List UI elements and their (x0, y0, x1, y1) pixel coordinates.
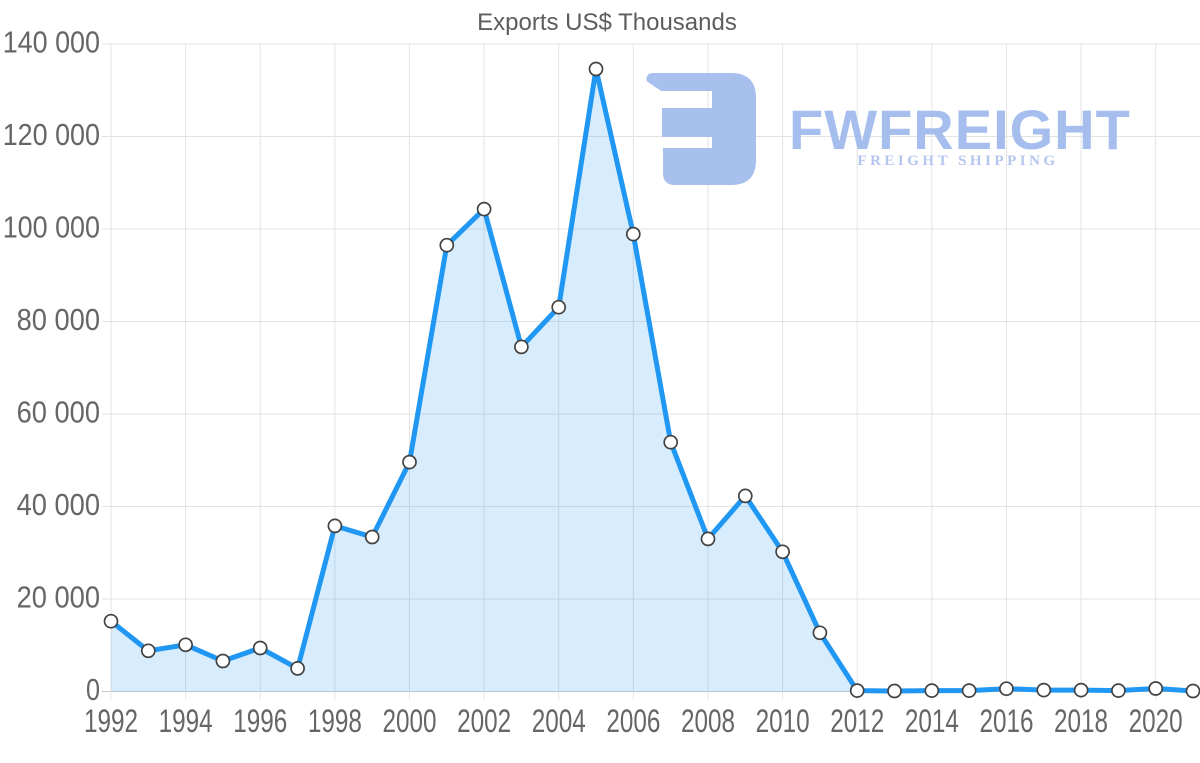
data-point-2010 (775, 544, 790, 560)
data-point-2019 (1111, 683, 1126, 698)
data-point-2001 (439, 237, 455, 253)
data-point-1999 (364, 529, 380, 545)
y-tick-label: 100 000 (3, 210, 100, 245)
y-tick-label: 40 000 (17, 487, 100, 522)
data-point-1992 (103, 613, 119, 629)
data-point-2000 (402, 454, 417, 470)
x-tick-label: 2008 (681, 703, 735, 739)
y-tick-label: 120 000 (3, 117, 100, 152)
area-fill (111, 69, 1193, 692)
x-tick-label: 2000 (382, 703, 436, 739)
x-tick-label: 2004 (532, 703, 586, 739)
x-tick-label: 1996 (233, 703, 287, 739)
data-point-2009 (737, 488, 753, 504)
data-point-2006 (625, 226, 641, 242)
x-tick-label: 2018 (1054, 703, 1108, 739)
data-point-2007 (663, 434, 679, 450)
data-point-1995 (215, 653, 231, 669)
data-point-2017 (1036, 682, 1052, 698)
data-point-2014 (924, 683, 940, 698)
x-tick-label: 2016 (979, 703, 1033, 739)
data-point-2015 (961, 683, 977, 698)
data-point-1996 (252, 640, 268, 656)
x-tick-label: 1994 (159, 703, 213, 739)
y-tick-label: 60 000 (17, 395, 100, 430)
y-tick-label: 140 000 (3, 25, 100, 60)
data-point-2021 (1185, 683, 1200, 699)
data-point-1993 (140, 643, 156, 659)
data-point-2002 (476, 201, 492, 217)
data-point-2003 (514, 339, 529, 355)
x-tick-label: 1998 (308, 703, 362, 739)
data-point-2005 (588, 61, 604, 77)
x-tick-label: 2002 (457, 703, 511, 739)
x-tick-label: 2020 (1129, 703, 1183, 739)
data-point-2012 (849, 683, 865, 698)
chart-title: Exports US$ Thousands (477, 9, 737, 36)
data-point-2020 (1148, 681, 1164, 696)
data-point-1994 (178, 637, 193, 653)
y-tick-label: 20 000 (17, 580, 100, 615)
data-point-1997 (290, 661, 305, 676)
data-point-2008 (700, 531, 716, 547)
x-tick-label: 2010 (756, 703, 810, 739)
data-point-2018 (1073, 682, 1089, 698)
x-tick-label: 2006 (606, 703, 660, 739)
x-tick-label: 1992 (84, 703, 138, 739)
data-point-2013 (887, 683, 902, 699)
y-tick-label: 0 (86, 672, 100, 707)
data-point-1998 (327, 518, 343, 534)
data-point-2016 (999, 681, 1014, 697)
y-tick-label: 80 000 (17, 302, 100, 337)
data-point-2011 (812, 625, 828, 641)
x-tick-label: 2014 (905, 703, 959, 739)
x-tick-label: 2012 (830, 703, 884, 739)
data-point-2004 (551, 299, 567, 315)
